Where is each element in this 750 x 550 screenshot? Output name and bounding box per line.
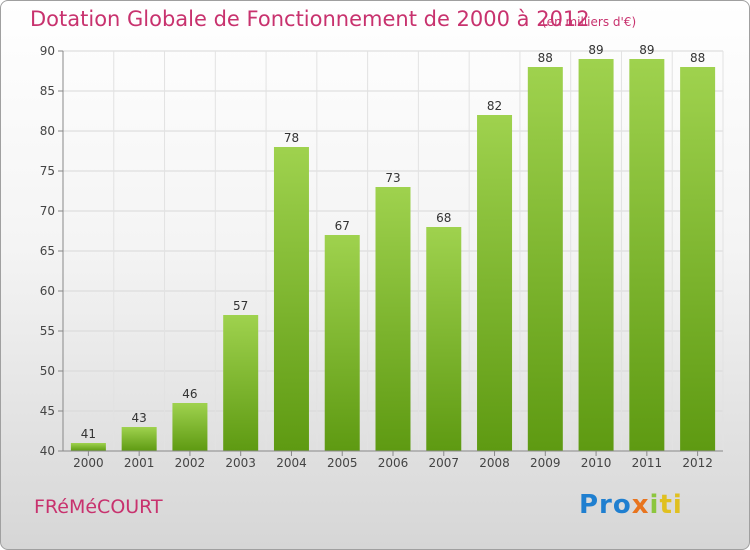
x-tick-label: 2006 <box>378 456 409 470</box>
x-tick-label: 2010 <box>581 456 612 470</box>
bar-value-label: 73 <box>385 171 400 185</box>
bar <box>629 59 665 451</box>
bar-value-label: 41 <box>81 427 96 441</box>
x-tick-label: 2005 <box>327 456 358 470</box>
bar-value-label: 88 <box>538 51 553 65</box>
bar <box>680 67 716 451</box>
bar <box>121 427 157 451</box>
x-tick-label: 2008 <box>479 456 510 470</box>
y-tick-label: 65 <box>40 244 55 258</box>
proxiti-logo[interactable]: Proxiti <box>579 490 683 520</box>
x-tick-label: 2001 <box>124 456 155 470</box>
y-tick-label: 45 <box>40 404 55 418</box>
y-tick-label: 80 <box>40 124 55 138</box>
bar-value-label: 67 <box>335 219 350 233</box>
y-tick-label: 75 <box>40 164 55 178</box>
y-tick-label: 85 <box>40 84 55 98</box>
bar <box>426 227 462 451</box>
bar <box>223 315 259 451</box>
x-tick-label: 2003 <box>225 456 256 470</box>
bar <box>578 59 614 451</box>
x-tick-label: 2000 <box>73 456 104 470</box>
x-tick-label: 2004 <box>276 456 307 470</box>
bar-value-label: 43 <box>132 411 147 425</box>
bar <box>527 67 563 451</box>
bar <box>70 443 106 451</box>
x-tick-label: 2002 <box>175 456 206 470</box>
chart-unit: (en milliers d'€) <box>542 15 637 29</box>
bar-value-label: 46 <box>182 387 197 401</box>
y-tick-label: 70 <box>40 204 55 218</box>
city-name: FRéMéCOURT <box>34 496 163 518</box>
bar-value-label: 82 <box>487 99 502 113</box>
bar-value-label: 57 <box>233 299 248 313</box>
bar <box>273 147 309 451</box>
x-tick-label: 2012 <box>682 456 713 470</box>
bar-value-label: 89 <box>588 43 603 57</box>
bar-chart: 41 43 46 57 78 67 73 68 82 88 89 89 88 40 45 50 55 60 65 7… <box>40 43 724 470</box>
y-tick-label: 60 <box>40 284 55 298</box>
chart-title: Dotation Globale de Fonctionnement de 20… <box>30 7 590 31</box>
bar <box>324 235 360 451</box>
y-tick-label: 90 <box>40 44 55 58</box>
bar-value-label: 78 <box>284 131 299 145</box>
bar <box>477 115 513 451</box>
x-tick-label: 2011 <box>632 456 663 470</box>
bar <box>375 187 411 451</box>
y-tick-label: 50 <box>40 364 55 378</box>
y-tick-label: 55 <box>40 324 55 338</box>
bar-value-label: 88 <box>690 51 705 65</box>
bar-value-label: 89 <box>639 43 654 57</box>
x-tick-label: 2009 <box>530 456 561 470</box>
x-tick-label: 2007 <box>428 456 459 470</box>
bar <box>172 403 208 451</box>
bar-value-label: 68 <box>436 211 451 225</box>
y-tick-label: 40 <box>40 444 55 458</box>
